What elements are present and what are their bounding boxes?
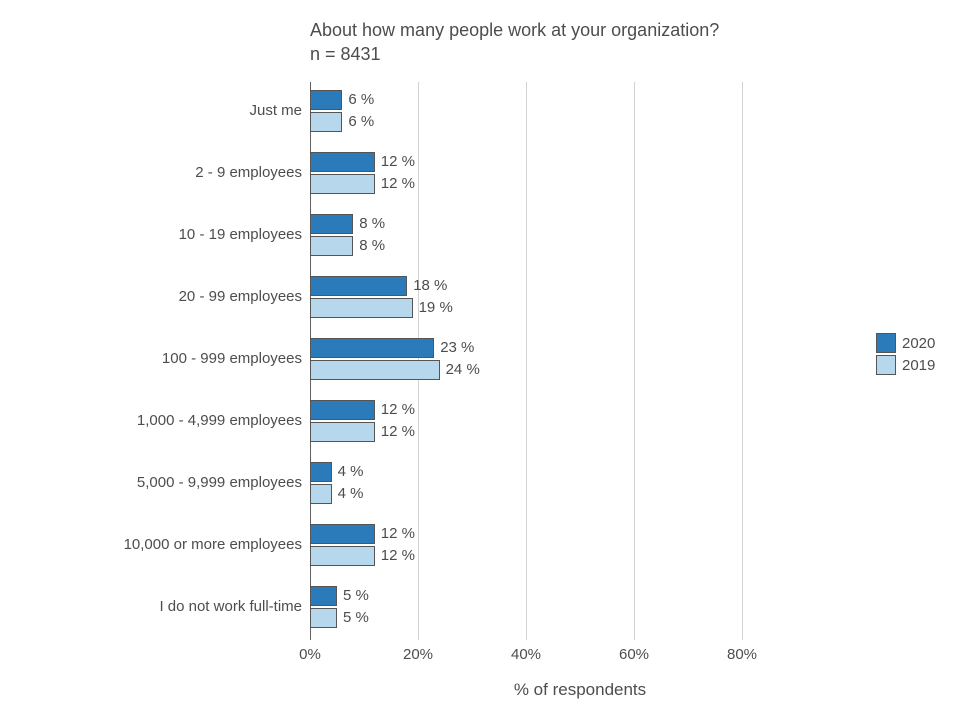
gridline: [634, 82, 635, 640]
bar-2020: [310, 214, 353, 234]
bar-2019: [310, 608, 337, 628]
chart-title-line1: About how many people work at your organ…: [310, 18, 719, 42]
x-tick-label: 40%: [511, 646, 541, 663]
bar-value-label: 18 %: [413, 277, 447, 294]
category-label: 10,000 or more employees: [2, 536, 302, 553]
legend-label: 2019: [902, 357, 935, 374]
bar-value-label: 5 %: [343, 587, 369, 604]
bar-value-label: 12 %: [381, 547, 415, 564]
bar-2019: [310, 546, 375, 566]
chart-title: About how many people work at your organ…: [310, 18, 719, 67]
bar-value-label: 4 %: [338, 463, 364, 480]
category-label: I do not work full-time: [2, 598, 302, 615]
bar-2020: [310, 152, 375, 172]
bar-2020: [310, 90, 342, 110]
category-label: 5,000 - 9,999 employees: [2, 474, 302, 491]
bar-value-label: 5 %: [343, 609, 369, 626]
legend: 2020 2019: [876, 332, 935, 376]
bar-2020: [310, 276, 407, 296]
legend-item: 2019: [876, 354, 935, 376]
bar-2019: [310, 112, 342, 132]
bar-2019: [310, 360, 440, 380]
bar-value-label: 24 %: [446, 361, 480, 378]
bar-2019: [310, 236, 353, 256]
bar-value-label: 8 %: [359, 237, 385, 254]
category-label: 100 - 999 employees: [2, 350, 302, 367]
bar-value-label: 12 %: [381, 423, 415, 440]
bar-value-label: 4 %: [338, 485, 364, 502]
bar-2019: [310, 298, 413, 318]
bar-2020: [310, 462, 332, 482]
x-tick-label: 20%: [403, 646, 433, 663]
bar-value-label: 8 %: [359, 215, 385, 232]
bar-value-label: 6 %: [348, 91, 374, 108]
category-label: 10 - 19 employees: [2, 226, 302, 243]
bar-value-label: 12 %: [381, 153, 415, 170]
x-tick-label: 80%: [727, 646, 757, 663]
plot-area: 6 % 6 % 12 % 12 % 8 % 8 % 18 % 19 % 23 % 24 % 12 %…: [310, 82, 850, 640]
legend-swatch: [876, 355, 896, 375]
x-tick-label: 0%: [299, 646, 321, 663]
bar-value-label: 6 %: [348, 113, 374, 130]
bar-2020: [310, 586, 337, 606]
legend-swatch: [876, 333, 896, 353]
bar-value-label: 12 %: [381, 525, 415, 542]
bar-value-label: 12 %: [381, 401, 415, 418]
legend-item: 2020: [876, 332, 935, 354]
bar-2019: [310, 422, 375, 442]
chart-container: About how many people work at your organ…: [0, 0, 974, 728]
x-tick-label: 60%: [619, 646, 649, 663]
bar-value-label: 12 %: [381, 175, 415, 192]
bar-2019: [310, 174, 375, 194]
x-axis-title: % of respondents: [310, 680, 850, 700]
chart-title-line2: n = 8431: [310, 42, 719, 66]
bar-value-label: 19 %: [419, 299, 453, 316]
gridline: [526, 82, 527, 640]
bar-2020: [310, 400, 375, 420]
bar-2020: [310, 338, 434, 358]
gridline: [742, 82, 743, 640]
category-label: 2 - 9 employees: [2, 164, 302, 181]
category-label: Just me: [2, 102, 302, 119]
legend-label: 2020: [902, 335, 935, 352]
bar-2020: [310, 524, 375, 544]
category-label: 20 - 99 employees: [2, 288, 302, 305]
bar-value-label: 23 %: [440, 339, 474, 356]
category-label: 1,000 - 4,999 employees: [2, 412, 302, 429]
bar-2019: [310, 484, 332, 504]
